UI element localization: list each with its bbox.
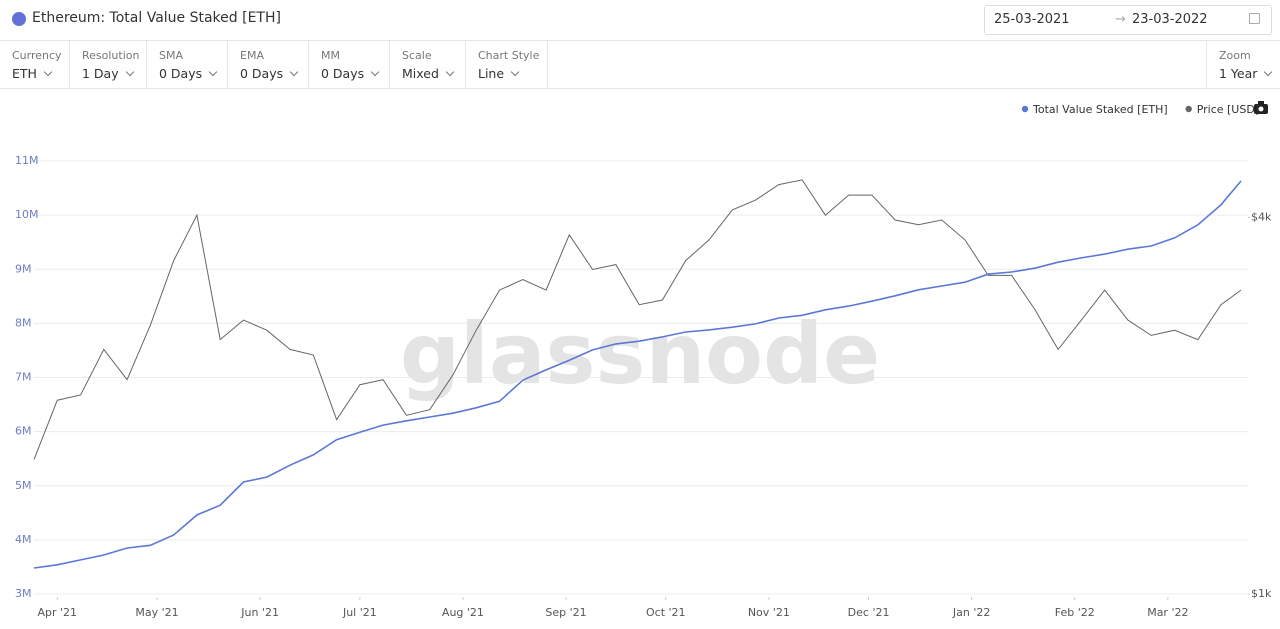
chart-title: Ethereum: Total Value Staked [ETH] <box>32 10 281 26</box>
dropdown-label: Currency <box>12 49 62 62</box>
watermark: glassnode <box>400 305 880 403</box>
dropdown[interactable]: MM 0 Days <box>309 41 390 88</box>
dropdown[interactable]: Chart Style Line <box>466 41 548 88</box>
dropdown-value: ETH <box>12 66 37 81</box>
camera-top[interactable] <box>1258 101 1264 105</box>
dropdown[interactable]: Currency ETH <box>0 41 70 88</box>
dropdown[interactable]: EMA 0 Days <box>228 41 309 88</box>
legend-marker <box>1021 105 1029 113</box>
x-tick-label: Jan '22 <box>952 606 990 619</box>
x-tick-label: Apr '21 <box>37 606 77 619</box>
toolbar: Currency ETH Resolution 1 Day SMA 0 Days EMA 0 … <box>0 41 1280 89</box>
series-line <box>33 179 1242 460</box>
y-tick-label: 10M <box>15 208 39 221</box>
eth-logo <box>12 12 26 26</box>
x-tick-label: Feb '22 <box>1055 606 1095 619</box>
calendar-icon[interactable] <box>1249 13 1260 24</box>
zoom-dropdown[interactable]: Zoom 1 Year <box>1206 41 1280 88</box>
date-end[interactable]: 23-03-2022 <box>1132 12 1208 27</box>
x-tick-label: Jul '21 <box>342 606 377 619</box>
dropdown[interactable]: SMA 0 Days <box>147 41 228 88</box>
y2-tick-label: $4k <box>1251 210 1272 223</box>
x-tick-label: Oct '21 <box>646 606 686 619</box>
dropdown-label: Resolution <box>82 49 140 62</box>
arrow: → <box>1115 12 1126 27</box>
dropdown-label: Chart Style <box>478 49 540 62</box>
dropdown-label: MM <box>321 49 340 62</box>
dropdown-value: 0 Days <box>240 66 284 81</box>
y-tick-label: 3M <box>15 587 32 600</box>
dropdown-value: Mixed <box>402 66 439 81</box>
dropdown-value: 1 Day <box>82 66 119 81</box>
x-tick-label: Mar '22 <box>1147 606 1188 619</box>
zoom-label: Zoom <box>1219 49 1251 62</box>
legend-marker <box>1185 105 1192 113</box>
dropdown[interactable]: Resolution 1 Day <box>70 41 147 88</box>
dropdown-value: 0 Days <box>159 66 203 81</box>
y-tick-label: 8M <box>15 316 32 329</box>
camera-icon[interactable] <box>1254 101 1268 114</box>
x-tick-label: May '21 <box>135 606 178 619</box>
y2-tick-label: $1k <box>1251 587 1272 600</box>
x-tick-label: Nov '21 <box>748 606 790 619</box>
x-tick-label: Dec '21 <box>848 606 890 619</box>
zoom-value: 1 Year <box>1219 66 1258 81</box>
dropdown-label: SMA <box>159 49 183 62</box>
dropdown[interactable]: Scale Mixed <box>390 41 466 88</box>
y-tick-label: 7M <box>15 371 32 384</box>
x-tick-label: Jun '21 <box>240 606 279 619</box>
y-tick-label: 4M <box>15 533 32 546</box>
y-tick-label: 11M <box>15 154 39 167</box>
date-start[interactable]: 25-03-2021 <box>994 12 1070 27</box>
dropdown-value: Line <box>478 66 505 81</box>
y-tick-label: 6M <box>15 425 32 438</box>
series-line <box>33 180 1242 569</box>
y-tick-label: 5M <box>15 479 32 492</box>
header: Ethereum: Total Value Staked [ETH] 25-03… <box>0 0 1280 41</box>
date-range[interactable]: 25-03-2021 → 23-03-2022 <box>984 5 1272 35</box>
x-tick-label: Aug '21 <box>442 606 484 619</box>
legend-label: Price [USD] <box>1197 103 1259 116</box>
legend-label: Total Value Staked [ETH] <box>1032 103 1168 116</box>
y-tick-label: 9M <box>15 262 32 275</box>
dropdown-value: 0 Days <box>321 66 365 81</box>
dropdown-label: EMA <box>240 49 264 62</box>
camera-lens[interactable] <box>1258 106 1264 112</box>
x-tick-label: Sep '21 <box>545 606 586 619</box>
dropdown-label: Scale <box>402 49 432 62</box>
